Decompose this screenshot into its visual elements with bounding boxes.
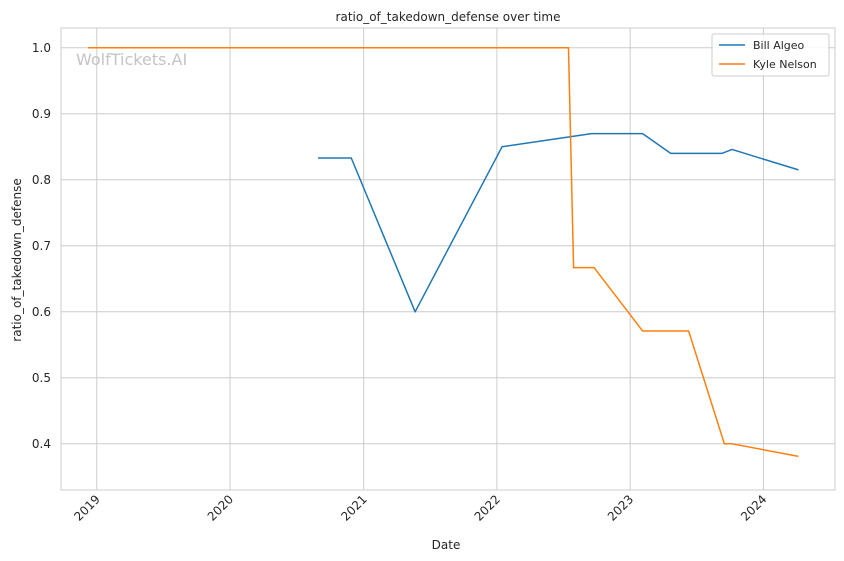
- y-axis-title: ratio_of_takedown_defense: [10, 178, 24, 341]
- watermark: WolfTickets.AI: [76, 50, 187, 69]
- series-line-bill-algeo: [318, 132, 799, 313]
- x-axis-title: Date: [432, 538, 461, 552]
- series-layer: [88, 47, 799, 458]
- plot-area: [61, 28, 835, 490]
- y-tick-label: 0.9: [32, 107, 51, 121]
- chart-title: ratio_of_takedown_defense over time: [336, 10, 561, 24]
- y-tick-label: 0.7: [32, 239, 51, 253]
- plot-frame: [60, 27, 836, 491]
- y-tick-label: 0.8: [32, 173, 51, 187]
- legend-label-bill-algeo: Bill Algeo: [753, 39, 805, 52]
- legend: Bill Algeo Kyle Nelson: [711, 33, 830, 77]
- y-tick-label: 0.6: [32, 305, 51, 319]
- y-tick-label: 0.4: [32, 437, 51, 451]
- y-tick-label: 0.5: [32, 371, 51, 385]
- grid: [61, 28, 835, 490]
- series-line-kyle-nelson: [88, 47, 799, 458]
- legend-label-kyle-nelson: Kyle Nelson: [753, 58, 817, 71]
- y-tick-label: 1.0: [32, 41, 51, 55]
